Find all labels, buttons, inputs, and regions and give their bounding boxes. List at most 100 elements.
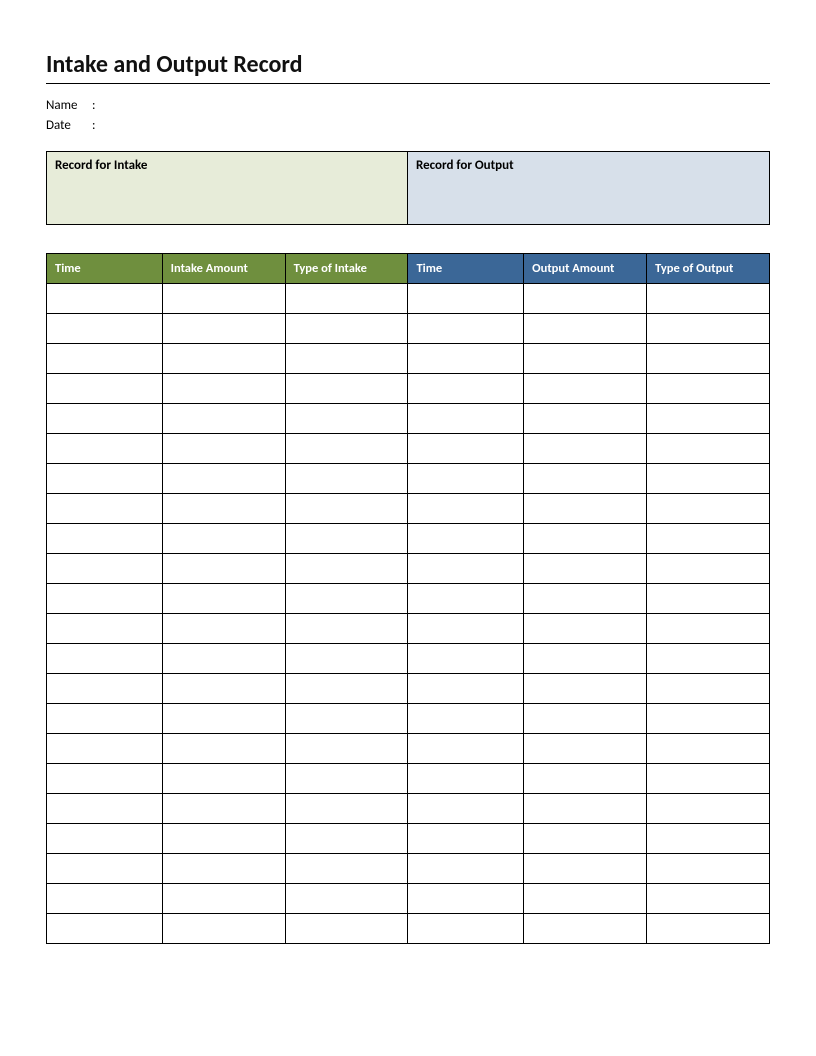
- table-cell[interactable]: [647, 914, 770, 944]
- table-cell[interactable]: [47, 584, 163, 614]
- table-cell[interactable]: [285, 464, 408, 494]
- table-cell[interactable]: [47, 314, 163, 344]
- table-cell[interactable]: [285, 914, 408, 944]
- table-cell[interactable]: [162, 494, 285, 524]
- table-cell[interactable]: [524, 764, 647, 794]
- table-cell[interactable]: [647, 284, 770, 314]
- table-cell[interactable]: [647, 494, 770, 524]
- table-cell[interactable]: [162, 584, 285, 614]
- table-cell[interactable]: [162, 284, 285, 314]
- table-cell[interactable]: [162, 644, 285, 674]
- table-cell[interactable]: [285, 794, 408, 824]
- table-cell[interactable]: [408, 794, 524, 824]
- table-cell[interactable]: [524, 824, 647, 854]
- table-cell[interactable]: [162, 914, 285, 944]
- table-cell[interactable]: [524, 734, 647, 764]
- table-cell[interactable]: [162, 314, 285, 344]
- table-cell[interactable]: [408, 374, 524, 404]
- table-cell[interactable]: [162, 824, 285, 854]
- table-cell[interactable]: [524, 284, 647, 314]
- table-cell[interactable]: [162, 464, 285, 494]
- table-cell[interactable]: [647, 824, 770, 854]
- table-cell[interactable]: [408, 824, 524, 854]
- table-cell[interactable]: [285, 284, 408, 314]
- table-cell[interactable]: [285, 854, 408, 884]
- table-cell[interactable]: [162, 344, 285, 374]
- table-cell[interactable]: [285, 824, 408, 854]
- table-cell[interactable]: [524, 584, 647, 614]
- table-cell[interactable]: [285, 554, 408, 584]
- table-cell[interactable]: [47, 914, 163, 944]
- table-cell[interactable]: [47, 764, 163, 794]
- table-cell[interactable]: [47, 644, 163, 674]
- table-cell[interactable]: [408, 914, 524, 944]
- table-cell[interactable]: [285, 404, 408, 434]
- table-cell[interactable]: [408, 704, 524, 734]
- table-cell[interactable]: [408, 494, 524, 524]
- table-cell[interactable]: [524, 314, 647, 344]
- table-cell[interactable]: [647, 314, 770, 344]
- table-cell[interactable]: [162, 434, 285, 464]
- table-cell[interactable]: [47, 524, 163, 554]
- table-cell[interactable]: [285, 734, 408, 764]
- table-cell[interactable]: [647, 434, 770, 464]
- table-cell[interactable]: [162, 854, 285, 884]
- table-cell[interactable]: [647, 884, 770, 914]
- table-cell[interactable]: [162, 374, 285, 404]
- table-cell[interactable]: [408, 434, 524, 464]
- table-cell[interactable]: [408, 614, 524, 644]
- table-cell[interactable]: [408, 884, 524, 914]
- table-cell[interactable]: [162, 524, 285, 554]
- table-cell[interactable]: [408, 284, 524, 314]
- table-cell[interactable]: [647, 614, 770, 644]
- table-cell[interactable]: [47, 494, 163, 524]
- table-cell[interactable]: [162, 674, 285, 704]
- table-cell[interactable]: [47, 794, 163, 824]
- table-cell[interactable]: [285, 494, 408, 524]
- table-cell[interactable]: [162, 764, 285, 794]
- table-cell[interactable]: [47, 404, 163, 434]
- table-cell[interactable]: [47, 374, 163, 404]
- table-cell[interactable]: [47, 434, 163, 464]
- table-cell[interactable]: [647, 554, 770, 584]
- table-cell[interactable]: [285, 374, 408, 404]
- table-cell[interactable]: [47, 824, 163, 854]
- table-cell[interactable]: [647, 524, 770, 554]
- table-cell[interactable]: [408, 734, 524, 764]
- table-cell[interactable]: [647, 344, 770, 374]
- table-cell[interactable]: [162, 794, 285, 824]
- table-cell[interactable]: [647, 764, 770, 794]
- table-cell[interactable]: [162, 614, 285, 644]
- table-cell[interactable]: [524, 404, 647, 434]
- table-cell[interactable]: [162, 734, 285, 764]
- table-cell[interactable]: [524, 374, 647, 404]
- table-cell[interactable]: [524, 434, 647, 464]
- table-cell[interactable]: [408, 854, 524, 884]
- table-cell[interactable]: [162, 404, 285, 434]
- table-cell[interactable]: [647, 854, 770, 884]
- table-cell[interactable]: [47, 344, 163, 374]
- table-cell[interactable]: [47, 854, 163, 884]
- table-cell[interactable]: [285, 764, 408, 794]
- table-cell[interactable]: [647, 644, 770, 674]
- table-cell[interactable]: [47, 674, 163, 704]
- table-cell[interactable]: [647, 794, 770, 824]
- table-cell[interactable]: [285, 434, 408, 464]
- table-cell[interactable]: [647, 674, 770, 704]
- table-cell[interactable]: [47, 704, 163, 734]
- table-cell[interactable]: [408, 764, 524, 794]
- table-cell[interactable]: [524, 644, 647, 674]
- table-cell[interactable]: [47, 734, 163, 764]
- table-cell[interactable]: [408, 524, 524, 554]
- table-cell[interactable]: [47, 284, 163, 314]
- table-cell[interactable]: [647, 464, 770, 494]
- table-cell[interactable]: [524, 344, 647, 374]
- table-cell[interactable]: [408, 344, 524, 374]
- table-cell[interactable]: [524, 494, 647, 524]
- table-cell[interactable]: [647, 404, 770, 434]
- table-cell[interactable]: [408, 464, 524, 494]
- table-cell[interactable]: [524, 554, 647, 584]
- table-cell[interactable]: [524, 524, 647, 554]
- table-cell[interactable]: [524, 614, 647, 644]
- table-cell[interactable]: [524, 704, 647, 734]
